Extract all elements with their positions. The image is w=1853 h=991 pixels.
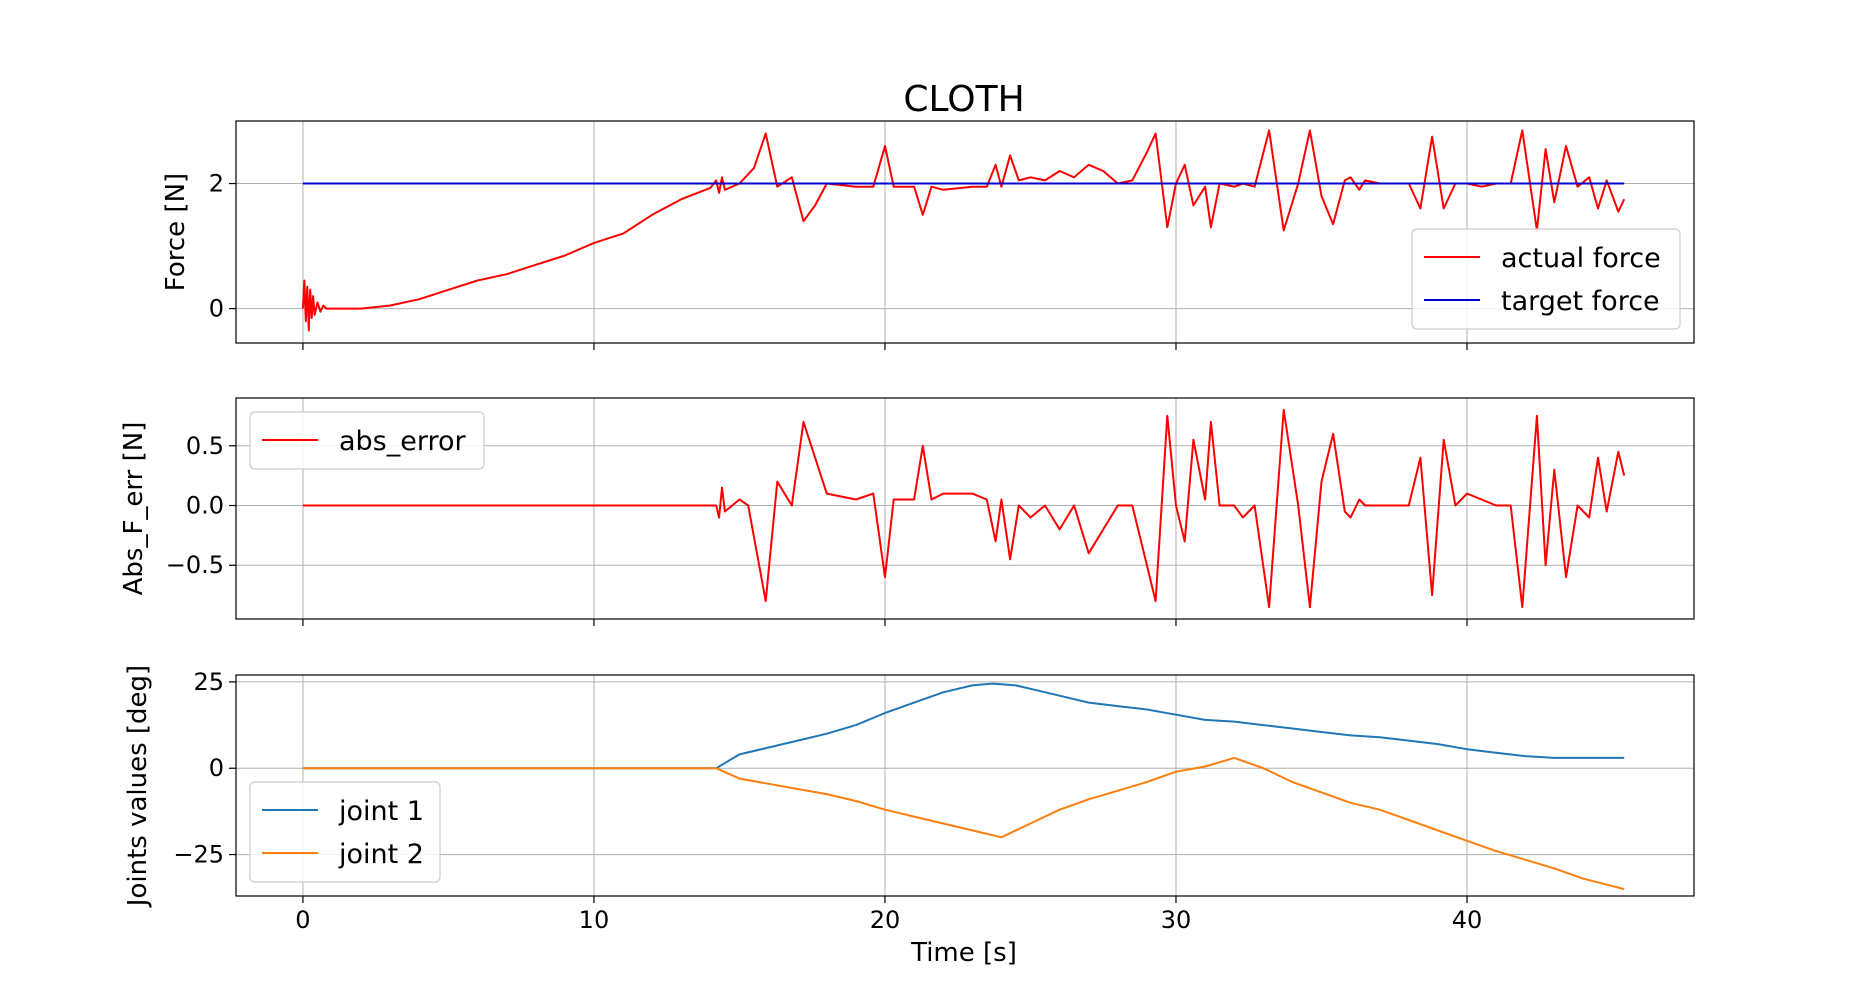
x-tick-label: 30 xyxy=(1161,906,1192,934)
x-tick-label: 0 xyxy=(295,906,310,934)
force-subplot: 0 2 Force [N] actual force target force xyxy=(161,120,1695,350)
legend: actual force target force xyxy=(1411,228,1681,330)
legend-box xyxy=(249,411,485,470)
axes-frame xyxy=(235,397,1695,620)
legend-label: joint 1 xyxy=(338,796,424,827)
series-group xyxy=(302,408,1626,609)
legend-label: actual force xyxy=(1501,243,1661,274)
y-tick-label: 0 xyxy=(209,295,224,323)
y-axis-label: Abs_F_err [N] xyxy=(119,422,149,596)
series-group xyxy=(302,682,1625,891)
x-axis-label: Time [s] xyxy=(910,938,1017,968)
series-line-actual-force xyxy=(301,129,1626,332)
legend: joint 1 joint 2 xyxy=(249,781,441,883)
x-tick-label: 40 xyxy=(1452,906,1483,934)
series-line-joint-1 xyxy=(302,682,1625,770)
legend-label: abs_error xyxy=(339,426,467,457)
abs-error-subplot: −0.5 0.0 0.5 Abs_F_err [N] abs_error xyxy=(119,397,1695,626)
legend-box xyxy=(249,781,441,883)
chart-title: CLOTH xyxy=(903,79,1024,120)
x-tick-label: 20 xyxy=(870,906,901,934)
axes-frame xyxy=(235,674,1695,897)
axes-frame xyxy=(235,120,1695,344)
y-axis-label: Joints values [deg] xyxy=(123,665,153,908)
y-axis-label: Force [N] xyxy=(161,173,191,291)
legend-label: target force xyxy=(1501,286,1660,317)
y-tick-label: 0 xyxy=(209,754,224,782)
series-group xyxy=(301,129,1626,332)
series-line-joint-2 xyxy=(302,756,1625,891)
joints-subplot: 0 10 20 30 40 −25 0 25 Joints values [deg] joint … xyxy=(123,665,1695,934)
x-tick-label: 10 xyxy=(579,906,610,934)
legend-label: joint 2 xyxy=(338,839,424,870)
y-tick-label: −0.5 xyxy=(166,551,224,579)
y-tick-label: 2 xyxy=(209,170,224,198)
legend: abs_error xyxy=(249,411,485,470)
y-tick-label: 0.5 xyxy=(186,432,224,460)
y-tick-label: 25 xyxy=(193,668,224,696)
series-line-abs-error xyxy=(302,408,1626,609)
y-tick-label: 0.0 xyxy=(186,492,224,520)
y-tick-label: −25 xyxy=(173,841,224,869)
legend-box xyxy=(1411,228,1681,330)
